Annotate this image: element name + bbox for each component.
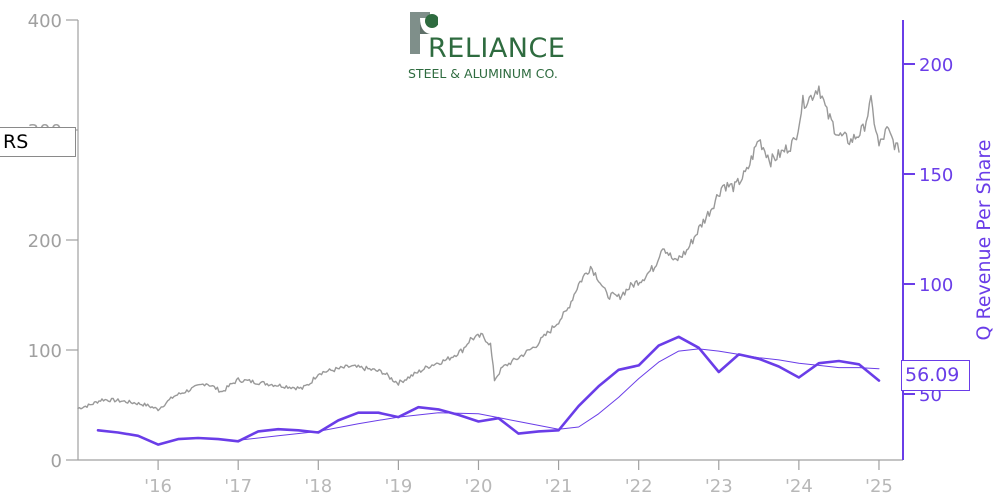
y-right-axis-label: Q Revenue Per Share bbox=[973, 140, 995, 341]
tick-labels-layer: 010020030040050100150200'16'17'18'19'20'… bbox=[28, 11, 954, 497]
x-tick-label: '20 bbox=[465, 476, 493, 497]
x-tick-label: '25 bbox=[865, 476, 893, 497]
logo-wordmark: RELIANCE bbox=[428, 33, 566, 64]
company-logo: RELIANCE STEEL & ALUMINUM CO. bbox=[404, 10, 579, 82]
x-tick-label: '17 bbox=[224, 476, 252, 497]
logo-subtitle: STEEL & ALUMINUM CO. bbox=[408, 66, 558, 81]
revenue-series-layer bbox=[96, 335, 881, 446]
x-tick-label: '23 bbox=[705, 476, 733, 497]
quarterly-revenue-line bbox=[96, 335, 881, 446]
last-value-box: 56.09 bbox=[901, 360, 970, 391]
y-left-tick-label: 400 bbox=[28, 11, 62, 32]
x-tick-label: '16 bbox=[144, 476, 172, 497]
revenue-moving-average-line bbox=[237, 348, 880, 441]
last-value-label: 56.09 bbox=[905, 364, 960, 386]
x-tick-label: '19 bbox=[384, 476, 412, 497]
y-right-tick-label: 150 bbox=[919, 165, 953, 186]
y-right-tick-label: 200 bbox=[919, 55, 953, 76]
ticker-label-box: RS bbox=[0, 127, 76, 157]
stock-price-line bbox=[77, 85, 900, 412]
x-tick-label: '24 bbox=[785, 476, 813, 497]
y-left-tick-label: 0 bbox=[51, 451, 62, 472]
y-left-tick-label: 200 bbox=[28, 231, 62, 252]
x-tick-label: '22 bbox=[625, 476, 653, 497]
y-right-tick-label: 100 bbox=[919, 275, 953, 296]
y-left-tick-label: 100 bbox=[28, 341, 62, 362]
x-tick-label: '21 bbox=[545, 476, 573, 497]
x-tick-label: '18 bbox=[304, 476, 332, 497]
ticker-symbol: RS bbox=[3, 131, 29, 153]
price-series-layer bbox=[77, 85, 900, 412]
axes-layer bbox=[66, 19, 915, 470]
reliance-mark-icon bbox=[410, 12, 438, 54]
